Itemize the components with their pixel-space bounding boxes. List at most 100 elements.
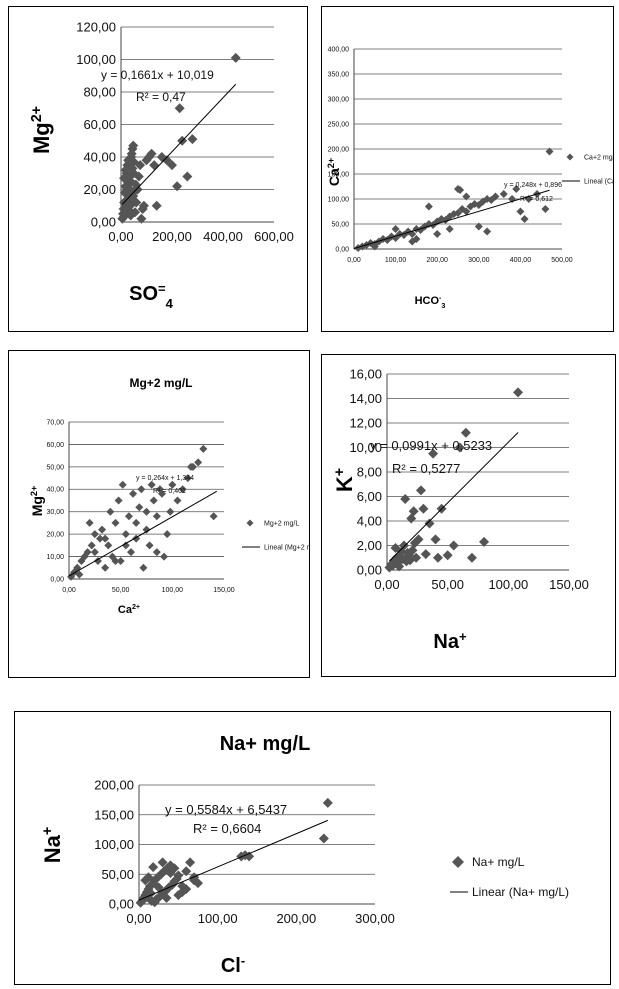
data-point	[408, 506, 419, 517]
legend-entry: Na+ mg/L	[472, 855, 525, 869]
trend-equation: y = 0,5584x + 6,5437	[165, 802, 287, 817]
data-point	[85, 518, 94, 527]
data-point	[408, 230, 417, 238]
data-point	[77, 557, 86, 566]
chart-title: Mg+2 mg/L	[129, 376, 192, 390]
legend-marker	[566, 153, 574, 161]
data-point	[101, 534, 110, 543]
y-tick-label: 150,00	[328, 171, 350, 178]
data-point	[433, 217, 442, 226]
data-point	[152, 872, 163, 883]
data-point	[483, 227, 492, 236]
data-point	[129, 489, 138, 498]
data-point	[137, 485, 146, 494]
data-point	[121, 182, 132, 193]
data-point	[124, 205, 135, 216]
data-point	[391, 234, 400, 242]
data-point	[145, 541, 154, 550]
data-point	[409, 538, 420, 549]
x-axis-label: SO=4	[129, 281, 174, 311]
legend-marker	[246, 519, 254, 527]
data-point	[177, 887, 188, 898]
data-point	[174, 103, 185, 114]
data-point	[513, 387, 524, 398]
r-squared: R² = 0,401	[153, 488, 186, 495]
data-point	[128, 156, 139, 167]
y-tick-label: 40,00	[83, 150, 116, 165]
data-point	[139, 563, 148, 572]
r-squared: R² = 0,5277	[392, 461, 460, 476]
data-point	[412, 235, 421, 243]
data-point	[366, 239, 375, 247]
data-point	[420, 549, 431, 560]
data-point	[418, 503, 429, 514]
data-point	[136, 213, 147, 224]
data-point	[405, 555, 416, 566]
data-point	[87, 541, 96, 550]
y-tick-label: 16,00	[349, 367, 382, 382]
data-point	[128, 191, 139, 201]
x-tick-label: 600,00	[254, 229, 294, 244]
data-point	[448, 540, 459, 551]
data-point	[154, 891, 165, 902]
r-squared: R² = 0,47	[136, 90, 186, 104]
data-point	[391, 225, 400, 233]
data-point	[411, 552, 422, 563]
data-point	[111, 518, 120, 527]
y-tick-label: 200,00	[328, 146, 350, 153]
data-point	[149, 496, 158, 505]
data-point	[384, 562, 395, 573]
chart-k-vs-na: 0,00 2,00 4,00 6,00 8,00 10,00 12,00 14,00 16,00…	[321, 354, 616, 677]
data-point	[163, 530, 172, 539]
y-tick-label: 14,00	[349, 391, 382, 406]
y-axis-label: Na+	[40, 827, 65, 863]
x-tick-label: 0,00	[126, 911, 151, 926]
data-point	[128, 140, 139, 151]
data-point	[193, 878, 203, 889]
x-tick-label: 100,00	[198, 911, 238, 926]
data-point	[397, 553, 408, 564]
y-axis-label: Mg2+	[29, 106, 54, 154]
y-axis-label: K+	[332, 468, 357, 492]
trendline	[389, 432, 519, 562]
data-point	[428, 448, 439, 459]
data-point	[146, 148, 157, 159]
legend-entry: Ca+2 mg/L	[584, 154, 614, 161]
data-point	[106, 507, 115, 516]
y-tick-label: 300,00	[328, 96, 350, 103]
chart-ca-vs-hco3: 0,00 50,00 100,00 150,00 200,00 250,00 300,00 3…	[321, 6, 614, 332]
data-point	[165, 860, 176, 871]
y-tick-label: 4,00	[357, 514, 382, 529]
data-point	[370, 242, 379, 251]
data-point	[152, 548, 161, 557]
y-tick-label: 100,00	[94, 837, 134, 852]
data-point	[322, 797, 333, 808]
y-axis-label: Ca2+	[326, 158, 342, 186]
data-point	[512, 185, 521, 193]
y-tick-label: 80,00	[83, 85, 116, 100]
data-point	[442, 550, 453, 561]
data-point	[157, 857, 168, 868]
data-point	[491, 192, 500, 201]
data-point	[120, 165, 131, 175]
y-tick-label: 60,00	[83, 117, 116, 132]
data-point	[541, 205, 550, 213]
data-point	[182, 171, 193, 182]
data-point	[189, 462, 197, 471]
data-point	[83, 548, 92, 557]
x-axis-label: Cl-	[221, 953, 245, 978]
data-point	[430, 534, 441, 545]
y-tick-label: 0,00	[91, 215, 116, 230]
r-squared: R² = 0,6604	[193, 821, 261, 836]
y-axis-label: Mg2+	[29, 486, 45, 517]
data-point	[177, 881, 188, 892]
data-point	[126, 169, 137, 180]
data-point	[121, 541, 130, 550]
data-point	[90, 530, 99, 539]
y-tick-label: 6,00	[357, 489, 382, 504]
legend-entry: Lineal (Mg+2 mg/L)	[264, 544, 310, 551]
data-point	[474, 222, 483, 231]
data-point	[96, 534, 104, 543]
data-point	[230, 52, 241, 63]
data-point	[470, 200, 479, 208]
